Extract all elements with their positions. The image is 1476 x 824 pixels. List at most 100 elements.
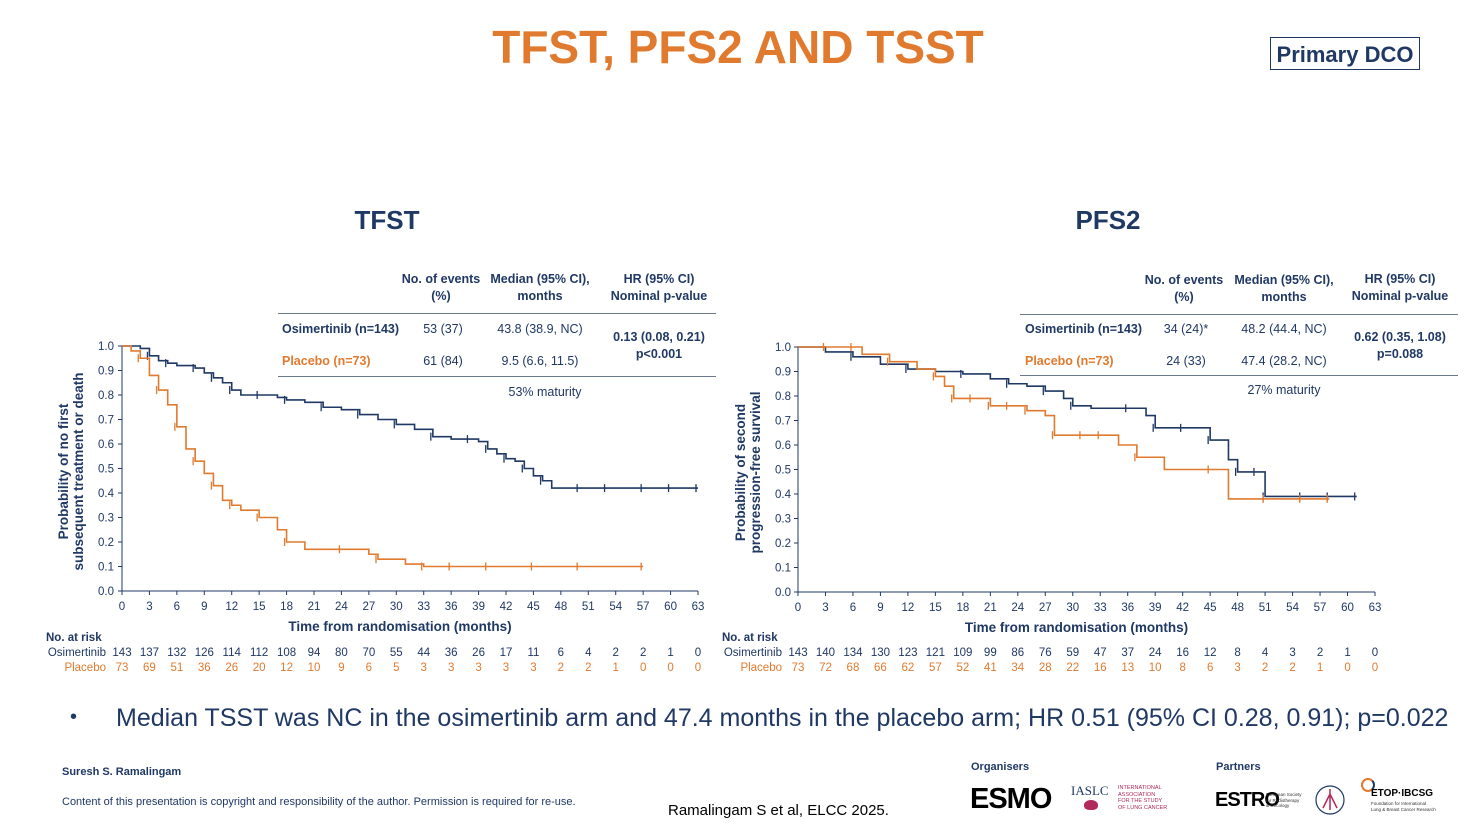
estro-subtitle: European Society for Radiotherapy & Oncolo… (1266, 792, 1302, 808)
pfs2-y-tick-label: 0.6 (775, 440, 791, 452)
tfst-risk-placebo-value: 5 (393, 662, 399, 674)
pfs2-risk-placebo-value: 10 (1149, 662, 1162, 674)
pfs2-col-events: No. of events (%) (1144, 273, 1224, 304)
pfs2-risk-osimertinib-value: 3 (1289, 647, 1295, 659)
pfs2-risk-osimertinib-value: 47 (1094, 647, 1107, 659)
tfst-x-axis-label: Time from randomisation (months) (288, 619, 511, 634)
pfs2-risk-placebo-value: 2 (1262, 662, 1268, 674)
citation: Ramalingam S et al, ELCC 2025. (668, 802, 889, 819)
pfs2-x-tick-label: 33 (1094, 602, 1107, 614)
tfst-y-tick-label: 0.6 (98, 439, 114, 451)
tfst-risk-placebo-value: 20 (253, 662, 266, 674)
partner-emblem-icon (1315, 785, 1345, 815)
pfs2-risk-placebo-value: 52 (956, 662, 969, 674)
tfst-x-tick-label: 63 (692, 601, 705, 613)
tfst-osimertinib-events: 53 (37) (423, 322, 463, 336)
tfst-risk-osimertinib-value: 112 (250, 647, 268, 659)
pfs2-risk-placebo-value: 1 (1317, 662, 1323, 674)
tfst-risk-osimertinib-value: 70 (362, 647, 375, 659)
tfst-x-tick-label: 33 (417, 601, 430, 613)
pfs2-risk-osimertinib-value: 37 (1121, 647, 1134, 659)
pfs2-y-tick-label: 0.3 (775, 514, 791, 526)
tfst-risk-osimertinib-value: 11 (527, 647, 539, 659)
tfst-y-axis-label: subsequent treatment or death (71, 372, 86, 570)
tfst-risk-osimertinib-value: 132 (167, 647, 186, 659)
tfst-risk-placebo-value: 10 (308, 662, 321, 674)
pfs2-table-top-rule (1020, 314, 1458, 315)
pfs2-risk-osimertinib-value: 24 (1149, 647, 1162, 659)
pfs2-y-tick-label: 0.4 (775, 489, 792, 501)
tsst-bullet: • Median TSST was NC in the osimertinib a… (70, 704, 1448, 733)
pfs2-x-axis-label: Time from randomisation (months) (965, 620, 1188, 635)
pfs2-risk-placebo-value: 2 (1289, 662, 1295, 674)
iaslc-logo: IASLC (1071, 783, 1109, 798)
tfst-y-tick-label: 0.8 (98, 390, 114, 402)
pfs2-x-tick-label: 54 (1286, 602, 1299, 614)
tfst-risk-osimertinib-value: 137 (140, 647, 159, 659)
tfst-y-tick-label: 0.9 (98, 366, 114, 378)
tfst-risk-osimertinib-value: 143 (112, 647, 131, 659)
pfs2-risk-placebo-label: Placebo (740, 662, 782, 674)
pfs2-risk-osimertinib-value: 140 (816, 647, 835, 659)
tfst-y-tick-label: 0.2 (98, 537, 114, 549)
pfs2-risk-osimertinib-label: Osimertinib (724, 647, 782, 659)
pfs2-title: PFS2 (1075, 205, 1141, 235)
tfst-risk-placebo-value: 3 (503, 662, 509, 674)
pfs2-x-tick-label: 27 (1039, 602, 1052, 614)
tfst-placebo-events: 61 (84) (423, 354, 463, 368)
tsst-bullet-text: Median TSST was NC in the osimertinib ar… (116, 704, 1449, 732)
tfst-x-tick-label: 0 (119, 601, 125, 613)
tfst-x-tick-label: 48 (554, 601, 567, 613)
pfs2-x-tick-label: 12 (902, 602, 915, 614)
pfs2-risk-osimertinib-value: 4 (1262, 647, 1269, 659)
pfs2-risk-osimertinib-value: 0 (1372, 647, 1378, 659)
pfs2-placebo-events: 24 (33) (1166, 354, 1206, 368)
pfs2-x-tick-label: 39 (1149, 602, 1162, 614)
tfst-risk-osimertinib-value: 126 (195, 647, 214, 659)
tfst-placebo-curve (122, 345, 644, 568)
tfst-risk-osimertinib-value: 44 (417, 647, 430, 659)
tfst-p-value: p<0.001 (635, 347, 683, 361)
tfst-risk-placebo-value: 36 (198, 662, 211, 674)
tfst-table-top-rule (278, 313, 716, 314)
tfst-risk-placebo-value: 3 (530, 662, 536, 674)
tfst-x-tick-label: 21 (308, 601, 321, 613)
pfs2-risk-osimertinib-value: 2 (1317, 647, 1323, 659)
tfst-y-tick-label: 0.3 (98, 513, 114, 525)
pfs2-risk-placebo-value: 0 (1372, 662, 1378, 674)
tfst-x-tick-label: 27 (362, 601, 375, 613)
tfst-x-tick-label: 12 (225, 601, 238, 613)
pfs2-y-tick-label: 0.9 (775, 367, 791, 379)
tfst-y-axis-label: Probability of no first (56, 403, 71, 539)
tfst-placebo-median: 9.5 (6.6, 11.5) (501, 354, 579, 368)
tfst-col-median: Median (95% CI), months (490, 272, 590, 303)
pfs2-x-tick-label: 30 (1066, 602, 1079, 614)
pfs2-x-tick-label: 24 (1011, 602, 1024, 614)
tfst-x-tick-label: 3 (146, 601, 152, 613)
pfs2-x-tick-label: 42 (1176, 602, 1189, 614)
pfs2-risk-osimertinib-value: 143 (788, 647, 807, 659)
pfs2-risk-placebo-value: 0 (1344, 662, 1350, 674)
pfs2-risk-placebo-value: 13 (1121, 662, 1134, 674)
pfs2-risk-osimertinib-value: 121 (926, 647, 945, 659)
pfs2-risk-osimertinib-value: 8 (1234, 647, 1240, 659)
pfs2-x-tick-label: 21 (984, 602, 997, 614)
pfs2-x-tick-label: 3 (822, 602, 828, 614)
tfst-risk-placebo-label: Placebo (64, 662, 106, 674)
tfst-risk-placebo-value: 3 (448, 662, 454, 674)
pfs2-maturity: 27% maturity (1247, 383, 1321, 397)
pfs2-y-axis-label: Probability of second (733, 404, 748, 541)
pfs2-risk-placebo-value: 16 (1094, 662, 1107, 674)
tfst-osimertinib-median: 43.8 (38.9, NC) (497, 322, 583, 336)
pfs2-km-chart: 0 3 6 9 12 15 18 21 24 27 30 33 36 39 42 45 48 51 54 57 60 63… (722, 342, 1381, 674)
tfst-y-tick-label: 0.4 (98, 488, 115, 500)
tfst-x-tick-label: 6 (174, 601, 180, 613)
tfst-risk-placebo-value: 2 (558, 662, 564, 674)
tfst-risk-osimertinib-value: 1 (667, 647, 673, 659)
tfst-risk-placebo-value: 0 (667, 662, 673, 674)
estro-logo: ESTRO (1215, 789, 1280, 811)
tfst-risk-osimertinib-value: 17 (500, 647, 513, 659)
pfs2-placebo-median: 47.4 (28.2, NC) (1241, 354, 1327, 368)
pfs2-risk-placebo-value: 73 (792, 662, 805, 674)
pfs2-risk-placebo-value: 57 (929, 662, 942, 674)
